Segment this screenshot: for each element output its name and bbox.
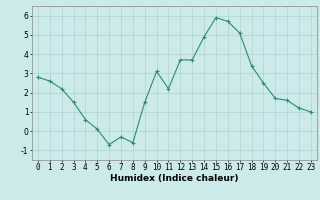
X-axis label: Humidex (Indice chaleur): Humidex (Indice chaleur) [110, 174, 239, 183]
